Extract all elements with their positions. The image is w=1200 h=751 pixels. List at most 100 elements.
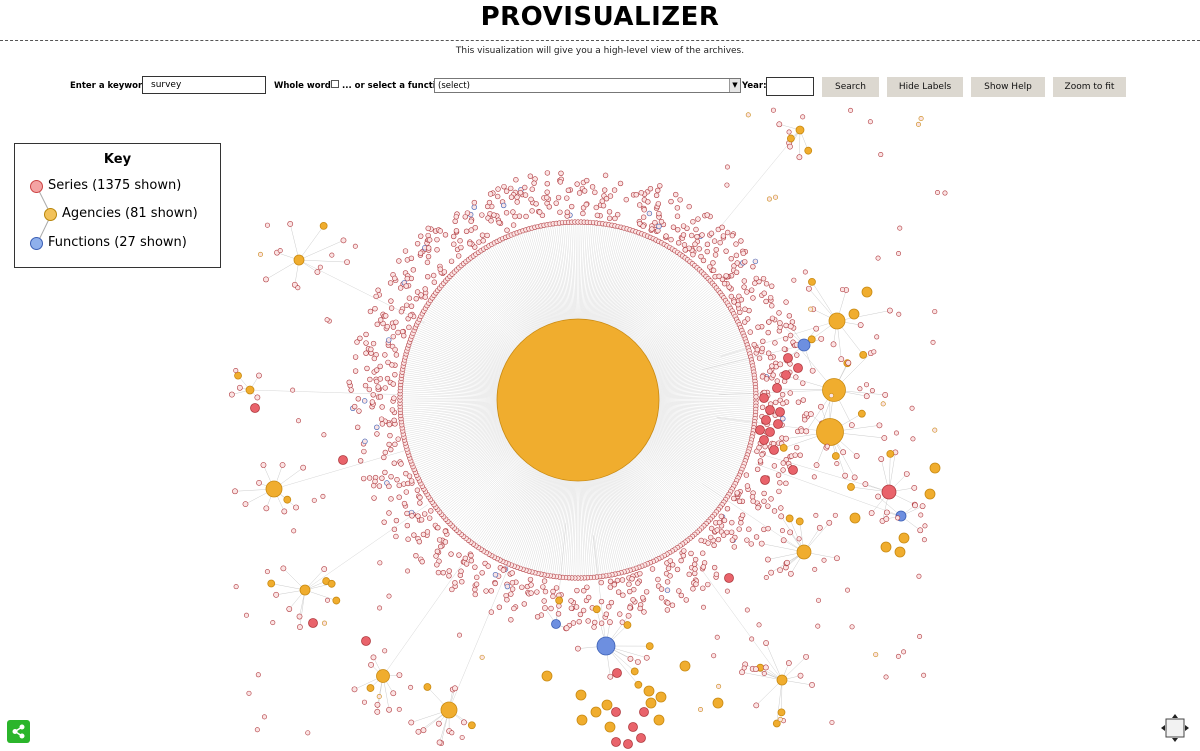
series-node[interactable]: [845, 588, 849, 592]
series-node[interactable]: [818, 404, 823, 409]
series-node[interactable]: [612, 582, 617, 587]
series-node[interactable]: [644, 589, 649, 594]
series-node[interactable]: [709, 231, 714, 236]
agency-node[interactable]: [786, 515, 793, 522]
series-node[interactable]: [797, 537, 801, 541]
agency-node[interactable]: [644, 686, 654, 696]
series-node[interactable]: [830, 720, 834, 724]
series-node[interactable]: [717, 520, 722, 525]
series-node[interactable]: [904, 471, 909, 476]
series-node[interactable]: [396, 437, 401, 442]
series-node[interactable]: [301, 465, 306, 470]
series-node[interactable]: [423, 287, 428, 292]
series-node[interactable]: [771, 108, 775, 112]
series-node[interactable]: [464, 229, 469, 234]
series-node[interactable]: [788, 391, 793, 396]
series-node[interactable]: [474, 575, 479, 580]
series-node[interactable]: [846, 360, 851, 365]
series-node[interactable]: [755, 347, 760, 352]
series-node[interactable]: [681, 224, 686, 229]
series-node[interactable]: [438, 544, 443, 549]
series-node[interactable]: [456, 254, 461, 259]
series-node[interactable]: [422, 512, 427, 517]
series-node[interactable]: [725, 230, 730, 235]
series-node[interactable]: [721, 533, 726, 538]
series-node[interactable]: [551, 594, 556, 599]
series-node[interactable]: [780, 528, 784, 532]
agency-node[interactable]: [858, 410, 865, 417]
series-node[interactable]: [379, 476, 384, 481]
series-node[interactable]: [778, 506, 783, 511]
series-node[interactable]: [781, 461, 786, 466]
series-node[interactable]: [689, 233, 694, 238]
agency-node[interactable]: [377, 670, 390, 683]
series-node[interactable]: [638, 606, 643, 611]
agency-node[interactable]: [808, 278, 815, 285]
series-node[interactable]: [339, 456, 348, 465]
series-node[interactable]: [607, 216, 612, 221]
series-node[interactable]: [754, 535, 759, 540]
agency-node[interactable]: [556, 597, 563, 604]
agency-node[interactable]: [933, 428, 937, 432]
series-node[interactable]: [817, 525, 822, 530]
share-button[interactable]: [7, 720, 30, 743]
function-node[interactable]: [657, 224, 662, 229]
agency-node[interactable]: [680, 661, 690, 671]
series-node[interactable]: [559, 171, 564, 176]
series-node[interactable]: [291, 529, 295, 533]
series-node[interactable]: [534, 201, 539, 206]
series-node[interactable]: [569, 606, 574, 611]
series-node[interactable]: [784, 300, 789, 305]
series-node[interactable]: [447, 569, 452, 574]
series-node[interactable]: [752, 281, 757, 286]
series-node[interactable]: [528, 174, 533, 179]
agency-node[interactable]: [656, 692, 666, 702]
series-node[interactable]: [884, 675, 888, 679]
series-node[interactable]: [809, 682, 814, 687]
series-node[interactable]: [403, 249, 408, 254]
series-node[interactable]: [431, 273, 436, 278]
function-node[interactable]: [647, 211, 652, 216]
series-node[interactable]: [919, 513, 923, 517]
series-node[interactable]: [405, 523, 410, 528]
series-node[interactable]: [402, 501, 407, 506]
series-node[interactable]: [434, 554, 439, 559]
series-node[interactable]: [897, 312, 901, 316]
series-node[interactable]: [574, 605, 579, 610]
series-node[interactable]: [387, 442, 392, 447]
series-node[interactable]: [378, 394, 383, 399]
series-node[interactable]: [669, 199, 674, 204]
series-node[interactable]: [580, 211, 585, 216]
series-node[interactable]: [517, 214, 522, 219]
series-node[interactable]: [628, 656, 633, 661]
series-node[interactable]: [374, 294, 379, 299]
series-node[interactable]: [819, 336, 824, 341]
series-node[interactable]: [287, 606, 292, 611]
agency-node[interactable]: [646, 643, 653, 650]
series-node[interactable]: [760, 374, 765, 379]
series-node[interactable]: [639, 190, 644, 195]
series-node[interactable]: [409, 479, 414, 484]
series-node[interactable]: [659, 587, 664, 592]
series-node[interactable]: [454, 214, 459, 219]
series-node[interactable]: [684, 598, 689, 603]
series-node[interactable]: [361, 449, 366, 454]
series-node[interactable]: [544, 195, 549, 200]
series-node[interactable]: [232, 489, 237, 494]
series-node[interactable]: [604, 612, 609, 617]
agency-node[interactable]: [778, 709, 785, 716]
series-node[interactable]: [850, 625, 854, 629]
series-node[interactable]: [896, 251, 900, 255]
series-node[interactable]: [701, 605, 705, 609]
series-node[interactable]: [737, 499, 742, 504]
series-node[interactable]: [261, 462, 266, 467]
series-node[interactable]: [375, 322, 380, 327]
function-node[interactable]: [798, 339, 810, 351]
series-node[interactable]: [737, 527, 742, 532]
series-node[interactable]: [644, 655, 649, 660]
series-node[interactable]: [656, 201, 661, 206]
series-node[interactable]: [229, 392, 234, 397]
agency-node[interactable]: [860, 351, 867, 358]
series-node[interactable]: [774, 420, 783, 429]
series-node[interactable]: [382, 520, 387, 525]
